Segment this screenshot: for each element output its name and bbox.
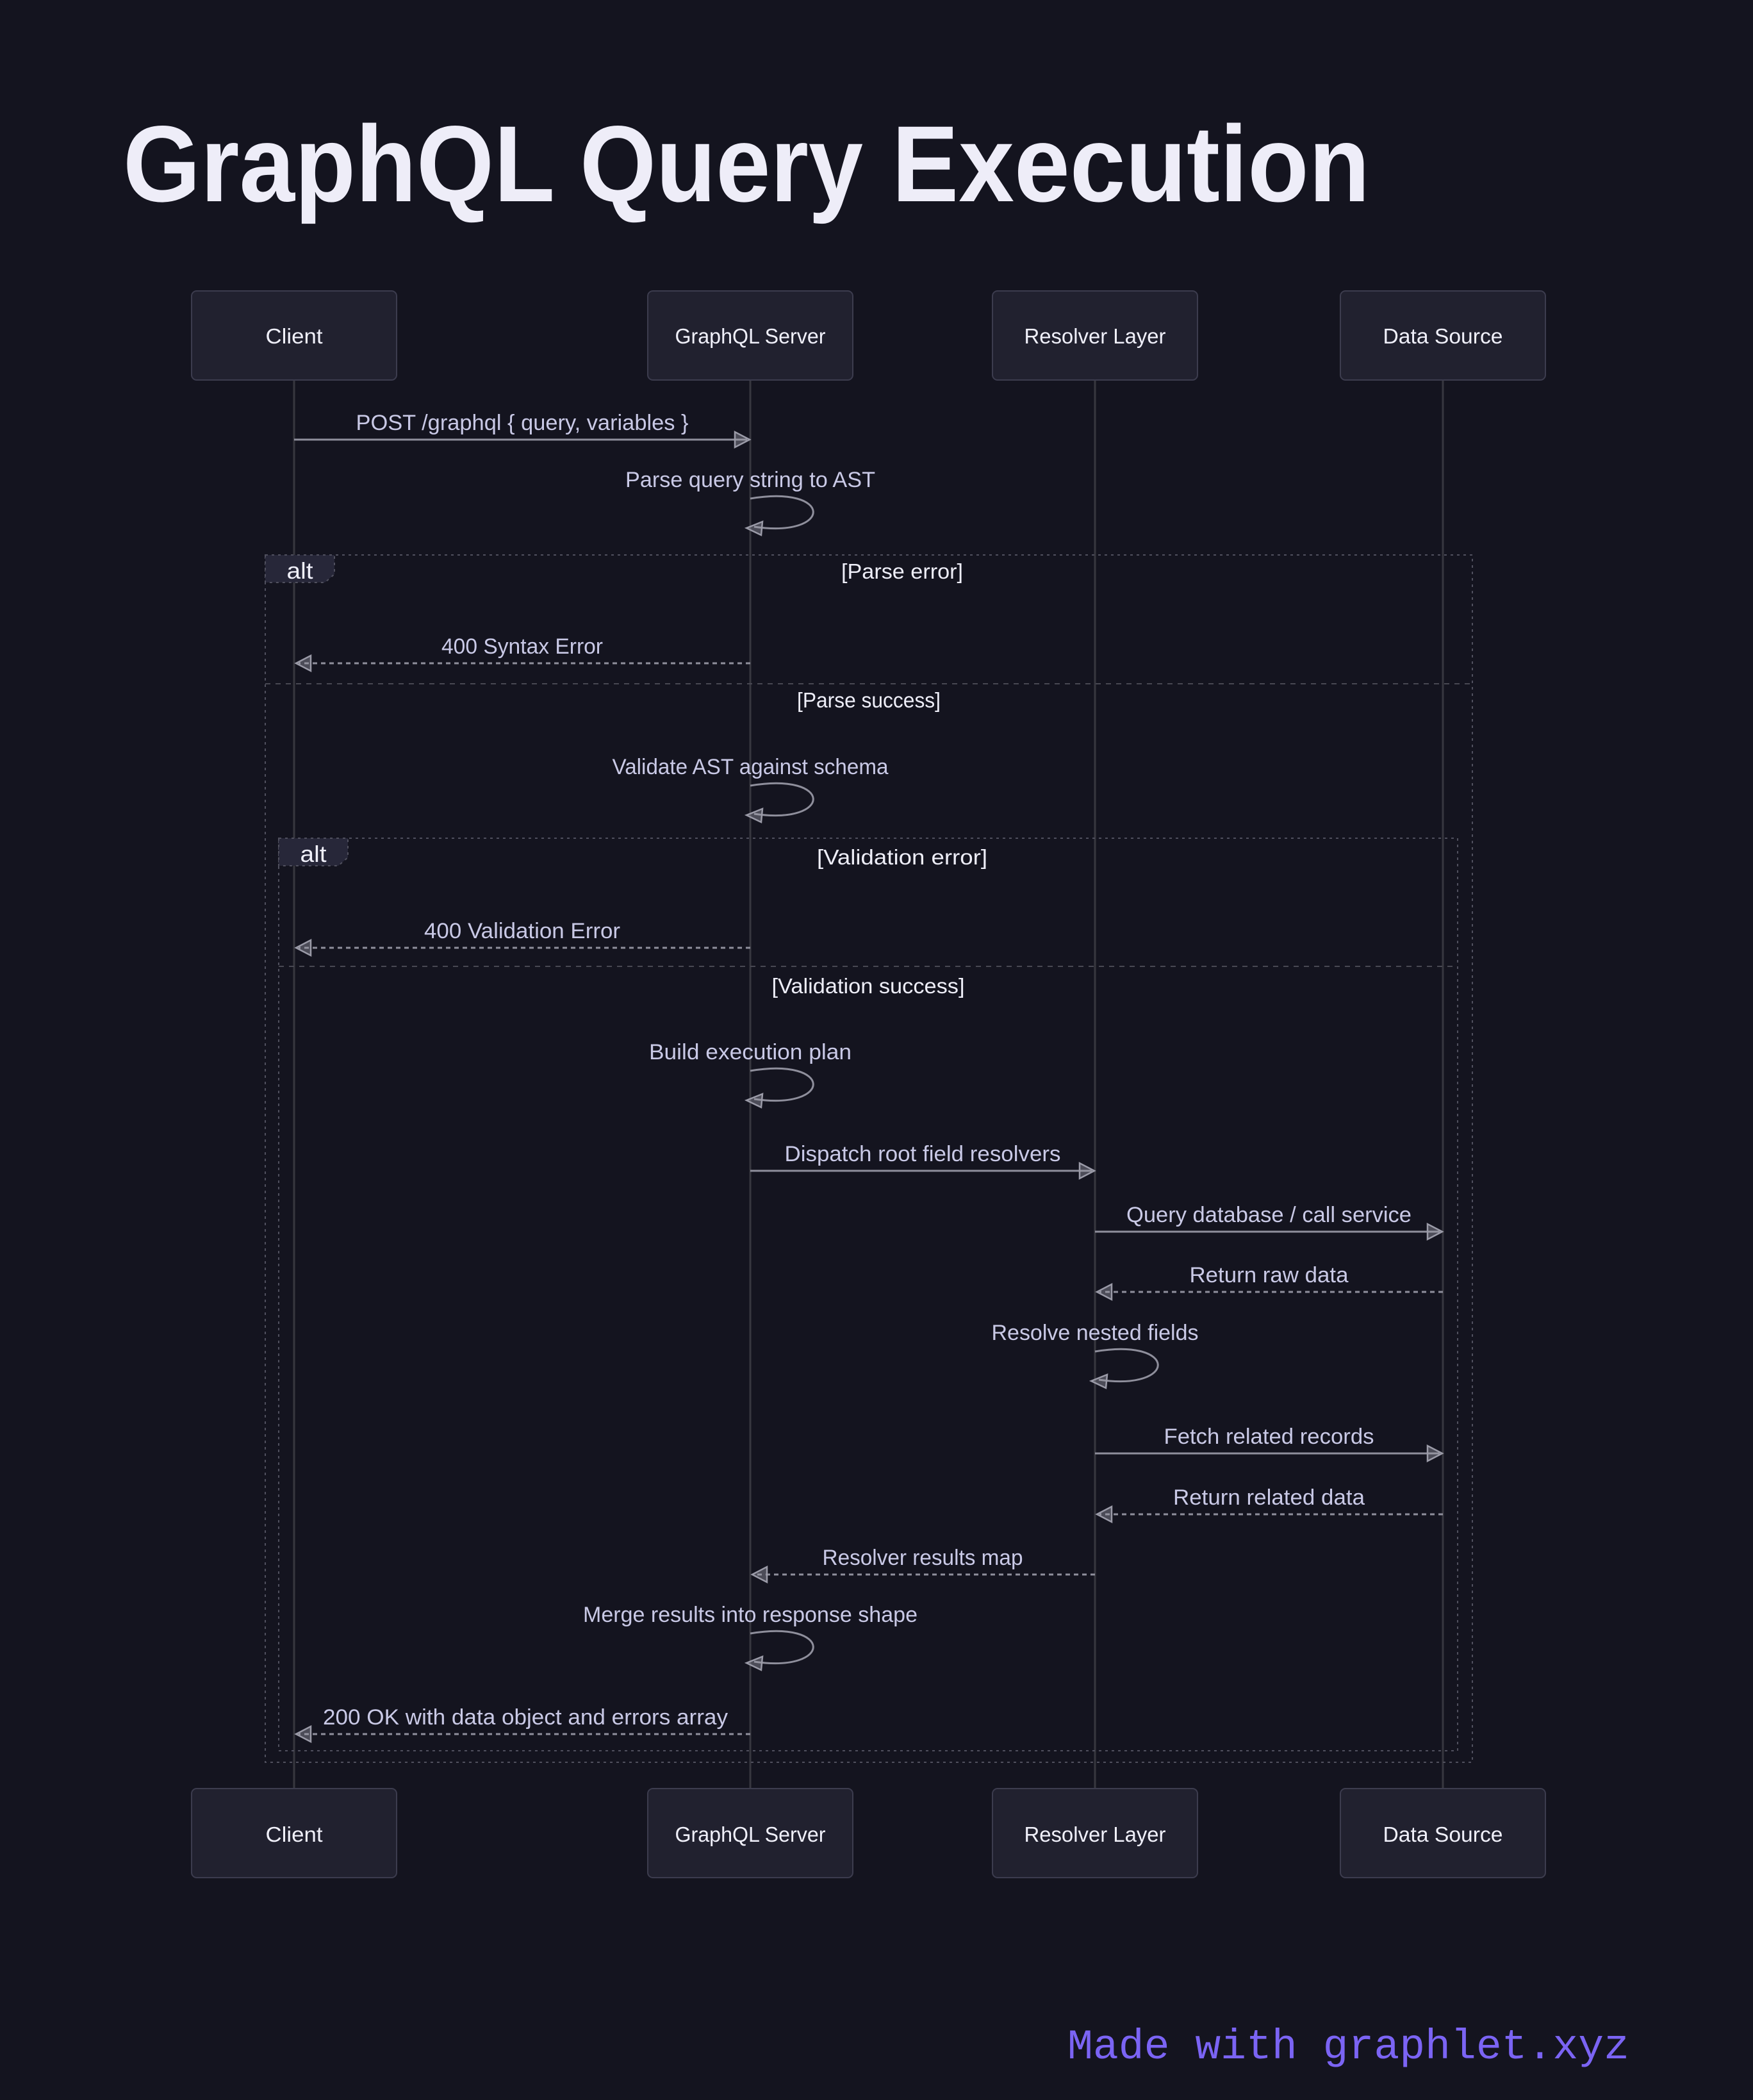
- svg-text:Return related data: Return related data: [1173, 1485, 1365, 1510]
- svg-text:Execution: Execution: [892, 103, 1370, 224]
- svg-text:[Parse error]: [Parse error]: [841, 559, 963, 583]
- svg-text:400 Validation Error: 400 Validation Error: [424, 919, 620, 943]
- svg-text:GraphQL: GraphQL: [123, 103, 555, 224]
- svg-text:Parse query string to AST: Parse query string to AST: [625, 468, 875, 492]
- svg-text:[Parse success]: [Parse success]: [797, 688, 941, 712]
- svg-text:[Validation success]: [Validation success]: [772, 974, 965, 998]
- svg-text:alt: alt: [300, 841, 327, 867]
- svg-text:Client: Client: [266, 324, 323, 348]
- svg-text:Dispatch root field resolvers: Dispatch root field resolvers: [785, 1142, 1061, 1166]
- svg-text:Resolver Layer: Resolver Layer: [1025, 1823, 1166, 1846]
- svg-text:Resolver results map: Resolver results map: [823, 1546, 1023, 1570]
- svg-text:Made with graphlet.xyz: Made with graphlet.xyz: [1067, 2023, 1629, 2071]
- svg-text:Resolve nested fields: Resolve nested fields: [992, 1321, 1199, 1345]
- svg-text:Query database / call service: Query database / call service: [1126, 1203, 1411, 1227]
- svg-text:GraphQL Server: GraphQL Server: [675, 1823, 826, 1846]
- svg-text:Data Source: Data Source: [1383, 1823, 1503, 1846]
- svg-text:Fetch related records: Fetch related records: [1164, 1425, 1374, 1449]
- svg-text:Merge results into response sh: Merge results into response shape: [583, 1603, 918, 1627]
- svg-text:Build execution plan: Build execution plan: [649, 1040, 852, 1064]
- svg-text:Return raw data: Return raw data: [1190, 1263, 1349, 1287]
- svg-text:Query: Query: [580, 103, 863, 224]
- svg-text:200 OK with data object and er: 200 OK with data object and errors array: [323, 1705, 728, 1730]
- svg-text:400 Syntax Error: 400 Syntax Error: [441, 634, 603, 659]
- svg-text:alt: alt: [287, 558, 313, 584]
- svg-text:GraphQL Server: GraphQL Server: [675, 324, 826, 348]
- svg-text:POST /graphql { query, variabl: POST /graphql { query, variables }: [356, 411, 689, 435]
- svg-text:[Validation error]: [Validation error]: [817, 845, 987, 869]
- svg-text:Validate AST against schema: Validate AST against schema: [613, 755, 889, 779]
- svg-text:Data Source: Data Source: [1383, 324, 1503, 348]
- svg-text:Client: Client: [266, 1823, 323, 1846]
- svg-text:Resolver Layer: Resolver Layer: [1025, 324, 1166, 348]
